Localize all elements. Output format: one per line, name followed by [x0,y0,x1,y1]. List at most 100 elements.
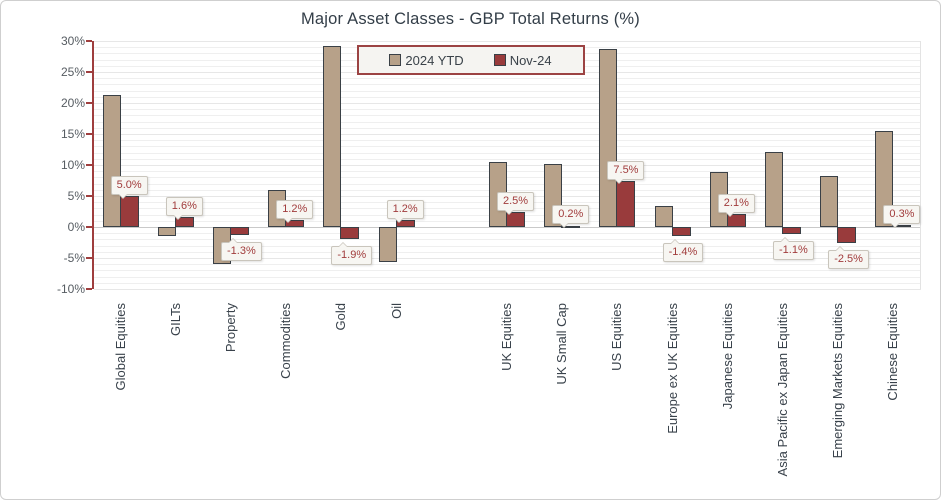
gridline [94,264,921,266]
value-callout-us-equities: 7.5% [607,160,645,184]
gridline [94,282,921,284]
category-label-emerging-markets-equities: Emerging Markets Equities [830,303,845,458]
y-axis-label: -5% [63,251,85,265]
gridline [94,78,921,80]
category-label-text: US Equities [609,303,625,371]
value-callout-global-equities: 5.0% [110,176,148,199]
nov-bar-emerging-markets-equities [837,227,857,243]
gridline [94,239,921,241]
gridline [94,109,921,111]
gridline [94,96,921,98]
value-callout-chinese-equities: 0.3% [883,205,921,228]
plot-right-border [920,41,921,289]
ytd-bar-gold [323,46,342,227]
gridline [94,183,921,185]
nov-bar-japanese-equities [726,214,746,227]
y-axis-tick [86,71,92,73]
legend-label-2024-ytd: 2024 YTD [405,52,464,68]
category-label-uk-small-cap: UK Small Cap [554,303,569,385]
category-label-text: GILTs [167,303,183,336]
ytd-bar-oil [378,227,397,263]
y-axis-tick [86,133,92,135]
y-axis-label: 30% [60,34,85,48]
value-callout-gilts: 1.6% [165,197,203,221]
value-callout-asia-pacific-ex-japan-equities: -1.1% [773,236,814,260]
category-label-oil: Oil [388,303,404,319]
y-axis-tick [86,195,92,197]
value-callout-uk-equities: 2.5% [497,191,535,215]
gridline [94,189,921,191]
legend-swatch-nov-24-icon [493,54,506,66]
gridline [94,84,921,86]
category-label-text: Europe ex UK Equities [664,303,680,434]
value-callout-property: -1.3% [221,238,262,262]
gridline [94,41,921,42]
category-label-japanese-equities: Japanese Equities [720,303,735,409]
category-label-us-equities: US Equities [609,303,624,371]
y-axis-label: 0% [67,220,85,234]
gridline [94,115,921,117]
y-axis-tick [86,257,92,259]
gridline [94,171,921,173]
value-callout-oil: 1.2% [386,199,424,223]
gridline [94,165,921,166]
y-axis-label: 15% [60,127,85,141]
y-axis-line [92,41,94,289]
value-callout-commodities: 1.2% [276,199,314,223]
y-axis-tick [86,288,92,290]
category-label-gilts: GILTs [168,303,183,336]
category-label-text: Property [223,303,238,353]
gridline [94,158,921,160]
gridline [94,177,921,179]
ytd-bar-europe-ex-uk-equities [654,205,673,227]
legend-label-nov-24: Nov-24 [509,52,552,68]
category-label-global-equities: Global Equities [113,303,128,390]
zero-line [94,226,921,228]
gridline [94,270,921,272]
gridline [94,146,921,148]
y-axis-tick [86,102,92,104]
y-axis-tick [86,164,92,166]
ytd-bar-emerging-markets-equities [820,176,839,227]
y-axis-tick [86,40,92,42]
value-callout-gold: -1.9% [331,241,373,265]
gridline [94,103,921,104]
gridline [94,251,921,253]
category-label-text: Oil [388,303,404,319]
nov-bar-oil [395,219,415,227]
gridline [94,152,921,154]
ytd-bar-us-equities [599,49,618,227]
legend-item-nov-24: Nov-24 [493,52,552,68]
gridline [94,134,921,135]
ytd-bar-asia-pacific-ex-japan-equities [765,152,783,227]
category-label-property: Property [223,303,238,352]
nov-bar-gilts [174,217,194,227]
category-label-text: Japanese Equities [719,303,735,410]
category-label-text: Global Equities [112,303,128,391]
category-label-europe-ex-uk-equities: Europe ex UK Equities [665,303,680,434]
gridline [94,127,921,129]
value-callout-emerging-markets-equities: -2.5% [828,245,869,269]
value-callout-europe-ex-uk-equities: -1.4% [662,238,704,262]
category-label-text: Asia Pacific ex Japan Equities [775,303,790,477]
y-axis-label: 20% [60,96,85,110]
y-axis-tick [86,226,92,228]
category-label-text: Chinese Equities [885,303,901,401]
legend-swatch-2024-ytd-icon [389,54,402,66]
gridline [94,121,921,123]
y-axis-label: 10% [60,158,85,172]
nov-bar-global-equities [119,196,139,227]
nov-bar-property [230,227,249,236]
value-callout-uk-small-cap: 0.2% [552,205,590,228]
y-axis-label: 5% [67,189,85,203]
category-label-text: Emerging Markets Equities [830,303,846,459]
nov-bar-europe-ex-uk-equities [671,227,691,236]
ytd-bar-chinese-equities [875,130,894,227]
category-label-chinese-equities: Chinese Equities [885,303,900,401]
chart-legend: 2024 YTD Nov-24 [356,45,585,75]
gridline [94,289,921,290]
nov-bar-gold [340,227,360,239]
category-label-gold: Gold [333,303,348,330]
